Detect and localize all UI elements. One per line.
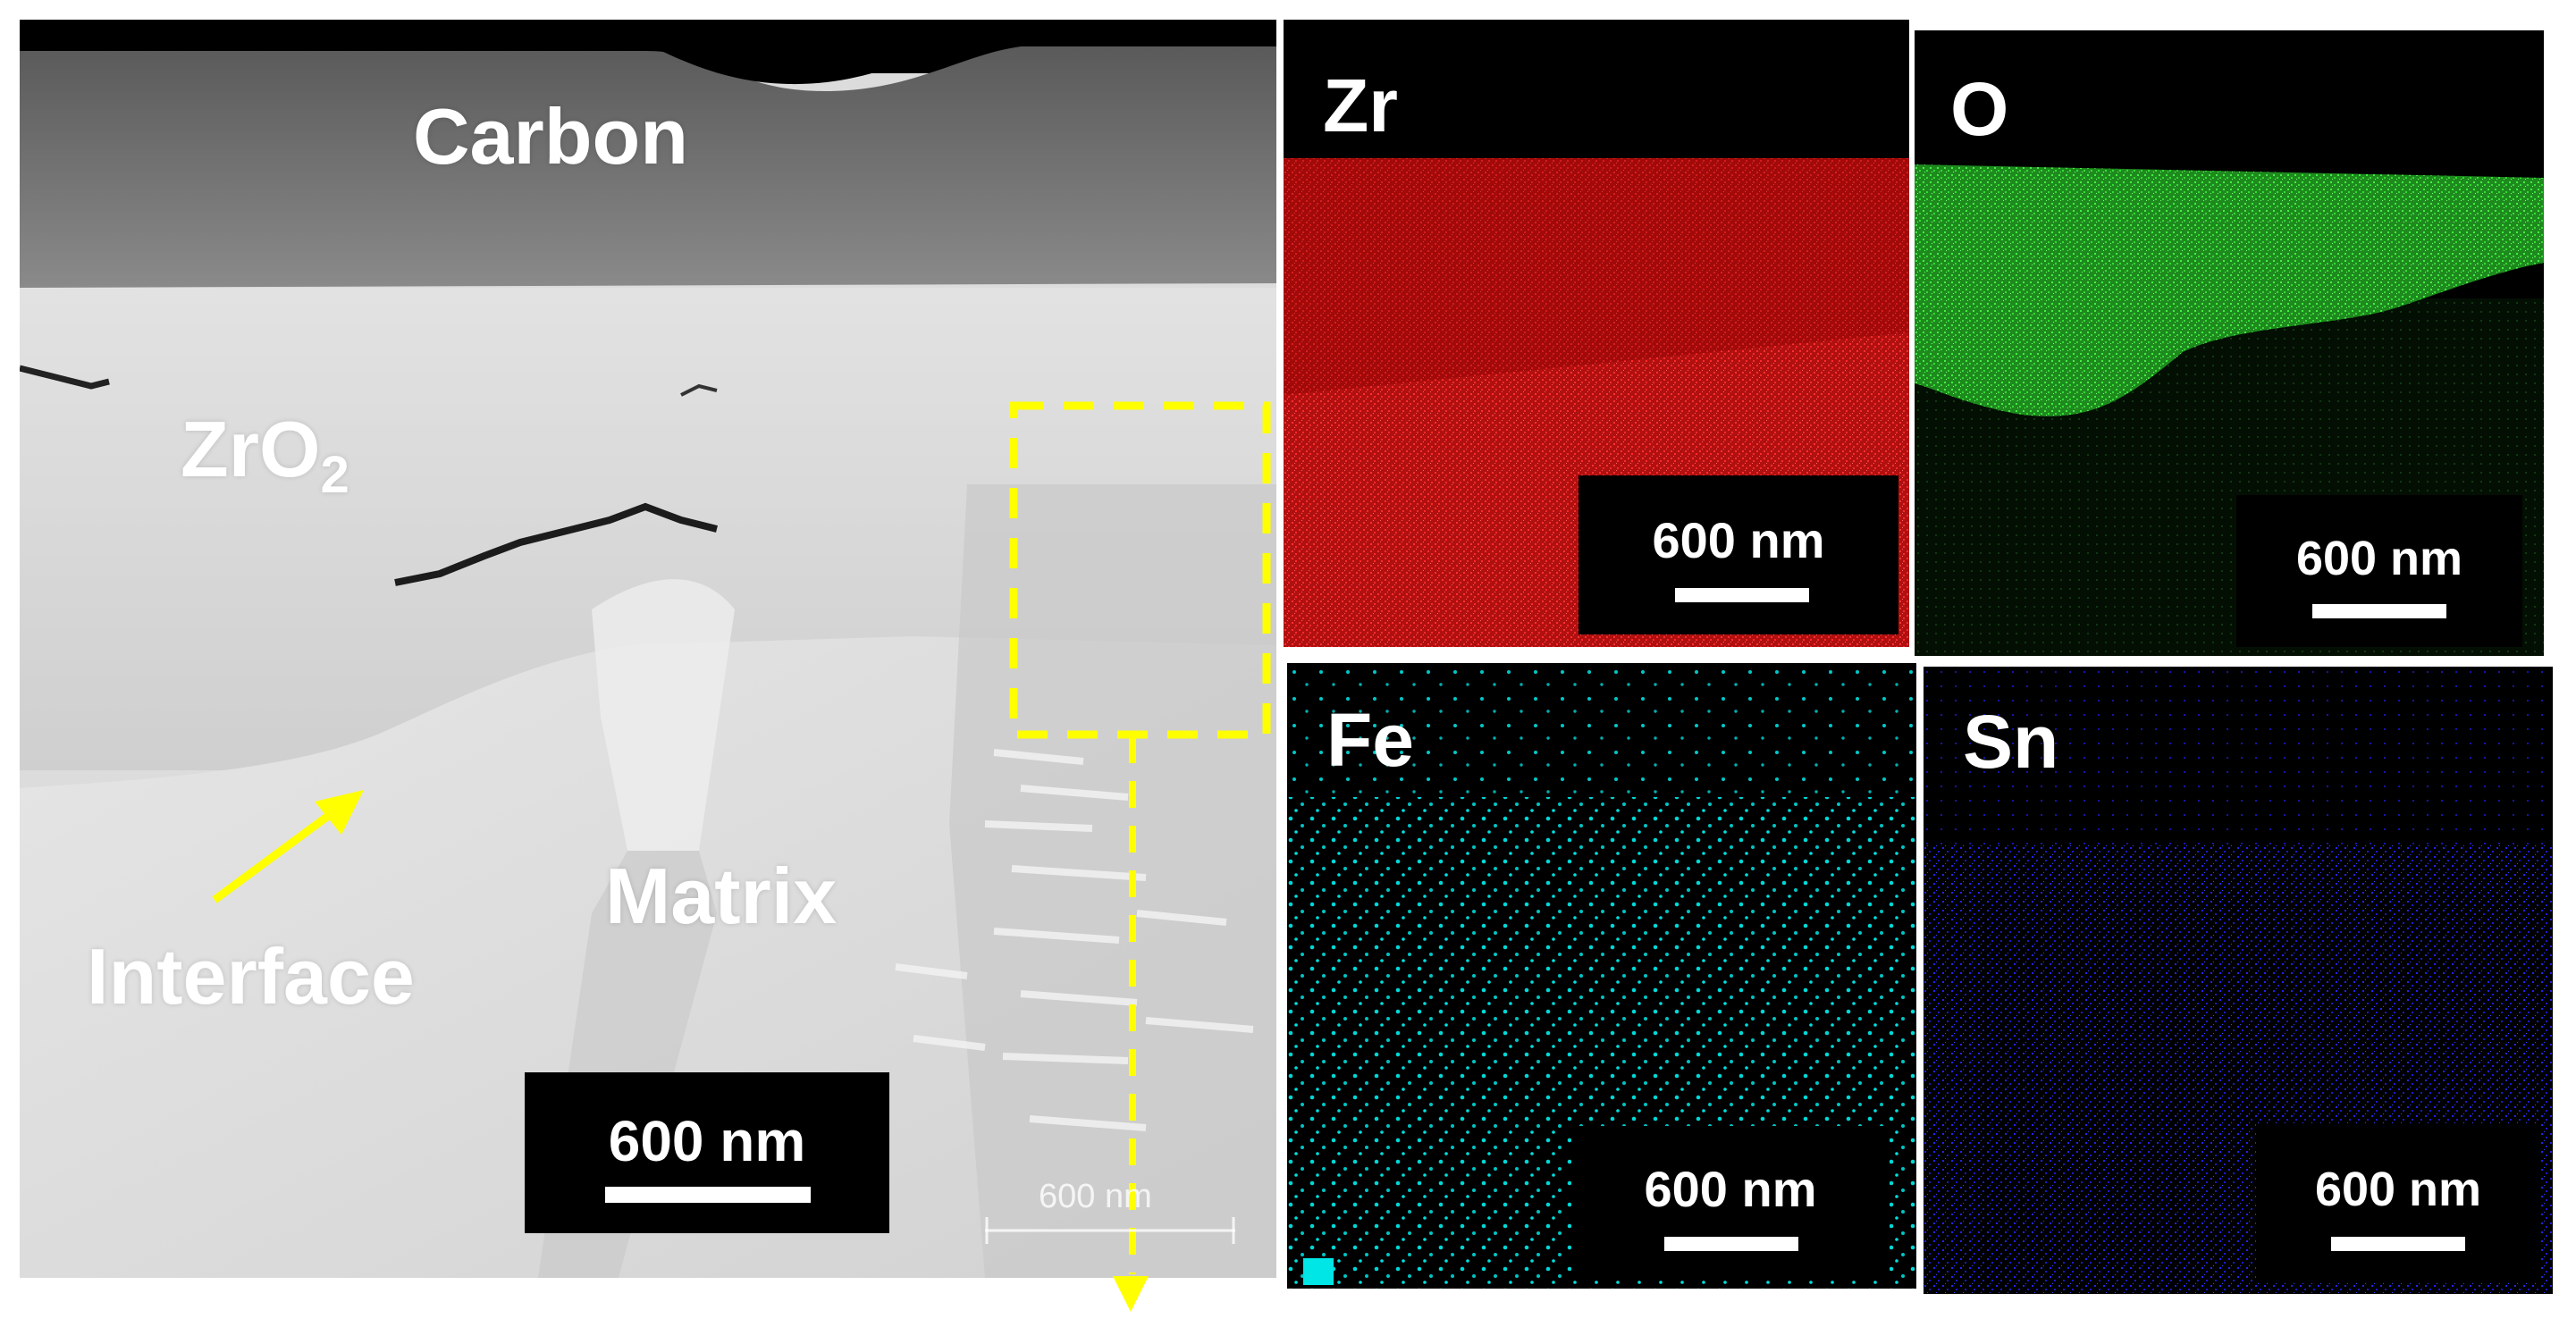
sn-scale-bar-line	[2331, 1237, 2465, 1251]
roi-arrowhead	[1113, 1276, 1149, 1312]
sn-scale-bar-label: 600 nm	[2314, 1163, 2482, 1216]
matrix-label: Matrix	[605, 852, 838, 940]
o-scale-bar-label: 600 nm	[2295, 532, 2463, 585]
zr-scale-bar-line	[1675, 588, 1809, 602]
stem-scale-bar-label: 600 nm	[608, 1109, 806, 1173]
region-of-interest-box	[1009, 401, 1271, 739]
zro2-label: ZrO2	[181, 404, 349, 505]
stem-image-panel: Carbon ZrO2 Matrix Interface 600 nm 600 …	[20, 20, 1276, 1278]
zr-scale-bar: 600 nm	[1578, 475, 1898, 634]
zr-map-panel: Zr 600 nm	[1284, 20, 1909, 647]
stem-scale-bar-line	[605, 1187, 811, 1203]
sn-map-title: Sn	[1963, 700, 2059, 784]
carbon-label: Carbon	[413, 92, 688, 181]
fe-scale-bar-line	[1664, 1237, 1798, 1251]
fe-scale-bar-label: 600 nm	[1644, 1161, 1817, 1217]
interface-label: Interface	[87, 932, 415, 1021]
fe-map-panel: Fe 600 nm	[1287, 663, 1916, 1289]
o-scale-bar: 600 nm	[2236, 495, 2522, 647]
sn-map-panel: Sn 600 nm	[1924, 667, 2553, 1294]
o-map-panel: O 600 nm	[1915, 30, 2544, 656]
zr-map-title: Zr	[1323, 63, 1398, 147]
o-map-image	[1915, 30, 2544, 656]
faint-scale-bar-label: 600 nm	[1039, 1178, 1152, 1215]
stem-scale-bar: 600 nm	[525, 1072, 889, 1233]
stem-micrograph	[20, 20, 1276, 1278]
fe-map-title: Fe	[1326, 698, 1415, 782]
o-map-title: O	[1950, 67, 2009, 151]
fe-scale-bar: 600 nm	[1571, 1126, 1890, 1280]
sn-scale-bar: 600 nm	[2256, 1124, 2540, 1281]
zro2-label-subscript: 2	[320, 446, 349, 504]
zro2-label-base: ZrO	[181, 405, 321, 493]
zr-scale-bar-label: 600 nm	[1652, 512, 1825, 568]
o-scale-bar-line	[2312, 604, 2446, 618]
sn-map-image	[1924, 667, 2553, 1294]
